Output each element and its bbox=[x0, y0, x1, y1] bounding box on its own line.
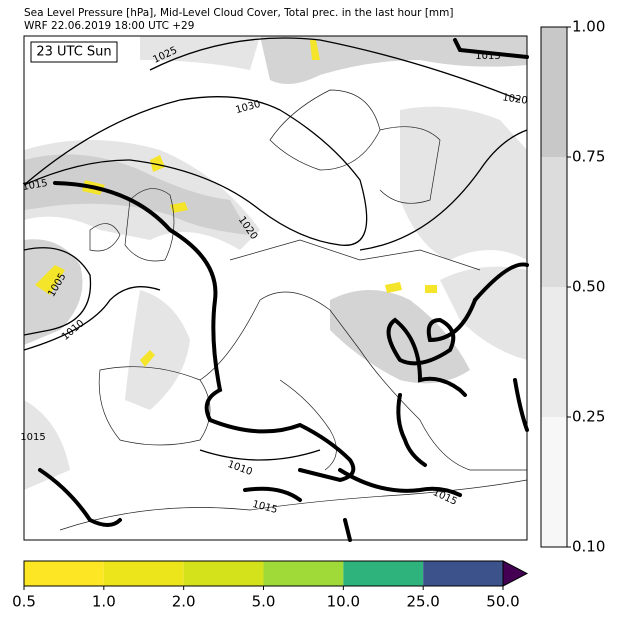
precipitation bbox=[35, 40, 437, 367]
colorbar-label: 10.0 bbox=[327, 593, 360, 611]
isobar-label: 1015 bbox=[22, 178, 49, 193]
colorbar-label: 2.0 bbox=[172, 593, 196, 611]
isobar-label: 1020 bbox=[502, 92, 529, 106]
colorbar-label: 0.50 bbox=[572, 278, 605, 296]
colorbar-label: 50.0 bbox=[486, 593, 519, 611]
colorbar-segment bbox=[24, 561, 104, 586]
cloud-colorbar: 0.10 0.25 0.50 0.75 1.00 bbox=[540, 18, 605, 556]
title-line-2: WRF 22.06.2019 18:00 UTC +29 bbox=[24, 20, 194, 32]
map: 1025 1030 1015 1020 1015 1020 1005 1010 … bbox=[20, 35, 529, 542]
colorbar-label: 0.10 bbox=[572, 538, 605, 556]
colorbar-label: 0.5 bbox=[12, 593, 36, 611]
isobars bbox=[23, 37, 528, 461]
colorbar-label: 1.0 bbox=[92, 593, 116, 611]
colorbar-segment bbox=[541, 287, 567, 417]
colorbar-segment bbox=[263, 561, 344, 586]
colorbar-segment bbox=[423, 561, 503, 586]
map-frame bbox=[23, 35, 528, 541]
colorbar-label: 5.0 bbox=[252, 593, 276, 611]
colorbar-label: 0.75 bbox=[572, 148, 605, 166]
colorbar-segment bbox=[343, 561, 424, 586]
isobar-label: 1015 bbox=[20, 432, 45, 443]
time-box bbox=[30, 41, 118, 63]
colorbar-segment bbox=[541, 157, 567, 287]
colorbar-label: 1.00 bbox=[572, 18, 605, 36]
colorbar-label: 0.25 bbox=[572, 408, 605, 426]
time-label: 23 UTC Sun bbox=[36, 45, 111, 60]
colorbar-label: 25.0 bbox=[406, 593, 439, 611]
precip-colorbar: 0.5 1.0 2.0 5.0 10.0 25.0 50.0 bbox=[12, 560, 529, 611]
isobar-label: 1015 bbox=[475, 51, 500, 62]
isobar-1015 bbox=[38, 38, 529, 542]
colorbar-segment bbox=[541, 27, 567, 157]
title-line-1: Sea Level Pressure [hPa], Mid-Level Clou… bbox=[24, 7, 454, 19]
colorbar-extension bbox=[502, 560, 529, 587]
colorbar-segment bbox=[541, 417, 567, 547]
colorbar-segment bbox=[103, 561, 184, 586]
colorbar-segment bbox=[183, 561, 264, 586]
